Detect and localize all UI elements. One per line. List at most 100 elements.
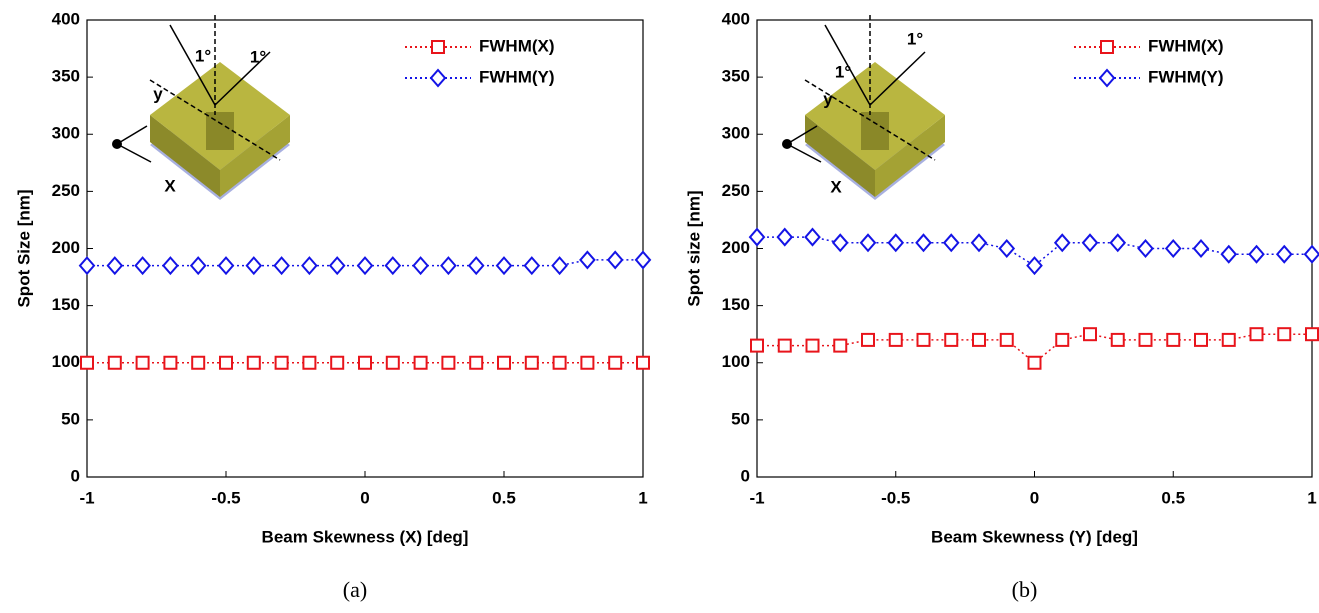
data-point [554,357,566,369]
data-point [945,334,957,346]
pillar [206,112,234,150]
data-point [751,340,763,352]
data-point [191,258,205,274]
x-tick-label: 0.5 [1161,488,1185,507]
data-point [1222,246,1236,262]
data-point [1055,235,1069,251]
annotation: y [823,89,833,108]
figure: 1°1°yX050100150200250300350400-1-0.500.5… [0,0,1319,613]
origin-dot [782,139,792,149]
y-tick-label: 200 [52,238,80,257]
y-tick-label: 50 [61,409,80,428]
y-tick-label: 0 [71,466,80,485]
data-point [1000,241,1014,257]
y-tick-label: 50 [731,409,750,428]
data-point [1223,334,1235,346]
legend-label: FWHM(X) [1148,36,1224,55]
data-point [1278,328,1290,340]
y-tick-label: 200 [722,238,750,257]
data-point [303,357,315,369]
data-point [1251,328,1263,340]
legend-label: FWHM(Y) [479,67,555,86]
data-point [386,258,400,274]
data-point [1250,246,1264,262]
data-point [1166,241,1180,257]
data-point [608,252,622,268]
data-point [136,258,150,274]
y-tick-label: 150 [722,295,750,314]
data-point [359,357,371,369]
y-tick-label: 300 [52,124,80,143]
x-tick-label: 1 [1307,488,1316,507]
data-point [637,357,649,369]
data-point [609,357,621,369]
data-point [192,357,204,369]
data-point [918,334,930,346]
data-point [944,235,958,251]
legend-marker [1100,70,1114,86]
data-point [1194,241,1208,257]
data-point [358,258,372,274]
data-point [1056,334,1068,346]
legend-label: FWHM(X) [479,36,555,55]
data-point [470,357,482,369]
data-point [779,340,791,352]
y-tick-label: 400 [722,9,750,28]
data-point [414,258,428,274]
x-tick-label: 1 [638,488,647,507]
data-point [108,258,122,274]
data-point [806,229,820,245]
data-point [833,235,847,251]
y-tick-label: 100 [722,352,750,371]
data-point [1028,258,1042,274]
legend-marker [1101,41,1113,53]
inset-illustration [112,15,290,200]
y-tick-label: 150 [52,295,80,314]
y-tick-label: 350 [52,67,80,86]
data-point [553,258,567,274]
y-tick-label: 400 [52,9,80,28]
data-point [1305,246,1319,262]
x-tick-label: -0.5 [211,488,240,507]
guide-line [117,126,147,144]
data-point [1111,235,1125,251]
data-point [917,235,931,251]
data-point [1140,334,1152,346]
data-point [164,357,176,369]
x-tick-label: -1 [79,488,94,507]
data-point [778,229,792,245]
data-point [137,357,149,369]
data-point [441,258,455,274]
data-point [331,357,343,369]
data-point [1277,246,1291,262]
data-point [163,258,177,274]
data-point [1167,334,1179,346]
data-point [442,357,454,369]
data-point [1084,328,1096,340]
annotation: X [164,176,176,195]
data-point [1139,241,1153,257]
data-point [890,334,902,346]
y-tick-label: 100 [52,352,80,371]
x-tick-label: 0 [1030,488,1039,507]
data-point [973,334,985,346]
data-point [972,235,986,251]
legend-label: FWHM(Y) [1148,67,1224,86]
x-tick-label: -1 [749,488,764,507]
annotation: 1° [907,29,923,48]
data-point [1029,357,1041,369]
data-point [275,258,289,274]
origin-dot [112,139,122,149]
legend-marker [432,41,444,53]
data-point [581,357,593,369]
data-point [525,258,539,274]
data-point [330,258,344,274]
y-tick-label: 350 [722,67,750,86]
data-point [109,357,121,369]
data-point [889,235,903,251]
data-point [276,357,288,369]
x-axis-label: Beam Skewness (Y) [deg] [931,527,1138,546]
data-point [807,340,819,352]
data-point [80,258,94,274]
data-point [219,258,233,274]
